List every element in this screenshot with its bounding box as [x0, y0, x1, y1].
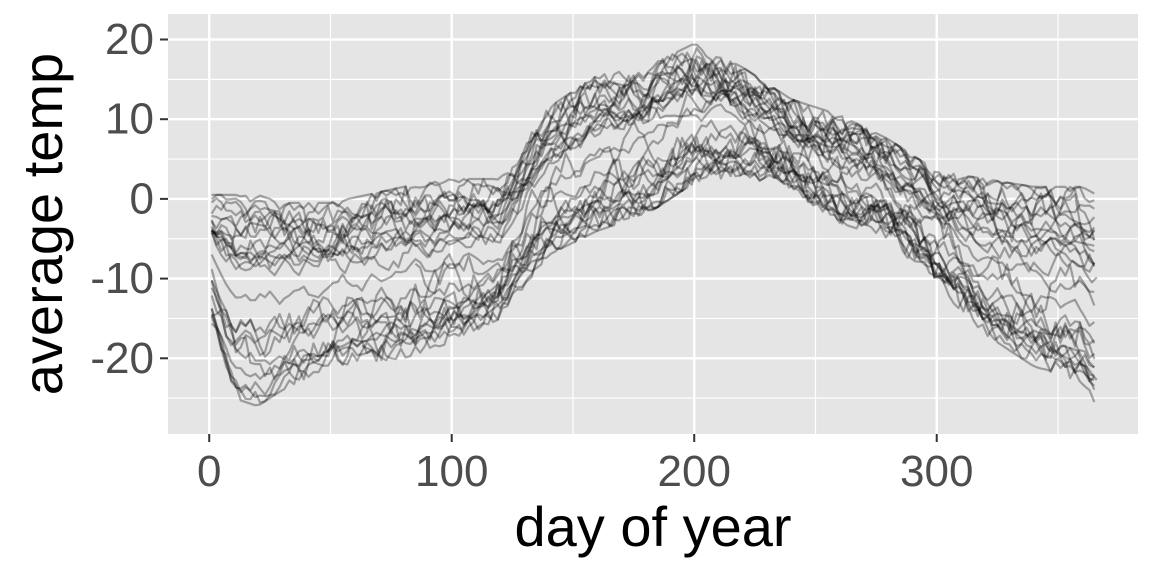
y-tick-label: -20: [90, 334, 154, 383]
series-line: [211, 73, 1096, 268]
series-line: [210, 52, 1095, 261]
major-gridlines: [168, 14, 1138, 434]
series-line: [210, 139, 1096, 366]
series-line: [211, 134, 1096, 381]
series-line: [330, 90, 1098, 284]
minor-gridlines: [168, 14, 1138, 434]
series-line: [437, 139, 1098, 381]
x-tick-label: 0: [197, 447, 221, 496]
series-line: [210, 157, 1096, 396]
x-tick-label: 200: [658, 447, 731, 496]
series-line: [283, 147, 1096, 369]
y-tick-label: 0: [130, 174, 154, 223]
series-line: [210, 83, 1096, 277]
series-line: [361, 143, 1095, 369]
series-line: [210, 59, 1095, 239]
series-line: [414, 77, 1096, 314]
series-line: [211, 60, 1096, 245]
y-tick-label: 20: [105, 15, 154, 64]
series-line: [211, 47, 1095, 224]
series-line: [210, 151, 1096, 404]
series-line: [210, 162, 1096, 399]
series-line: [210, 133, 1095, 377]
series-line: [210, 103, 1095, 305]
series-line: [210, 43, 1095, 215]
series-line: [210, 75, 1096, 277]
series-line: [211, 75, 1095, 259]
series-line: [210, 72, 1096, 271]
x-axis-title: day of year: [514, 495, 791, 558]
plot-panel: [168, 14, 1138, 434]
y-axis-ticks: -20 -10 0 10 20: [90, 15, 168, 383]
series-line: [210, 124, 1095, 347]
x-axis-ticks: 0 100 200 300: [197, 434, 973, 496]
x-tick-label: 100: [415, 447, 488, 496]
y-tick-label: -10: [90, 254, 154, 303]
x-tick-label: 300: [900, 447, 973, 496]
series-line: [210, 57, 1096, 255]
series-line: [210, 87, 1095, 267]
series-line: [210, 125, 1096, 360]
series-line: [210, 57, 1096, 235]
series-line: [210, 73, 1096, 256]
series-line: [210, 156, 1095, 382]
y-axis-title: average temp: [11, 53, 74, 395]
series-lines: [210, 43, 1098, 407]
y-tick-label: 10: [105, 95, 154, 144]
series-line: [210, 147, 1096, 407]
series-line: [210, 119, 1095, 335]
series-line: [210, 60, 1096, 253]
